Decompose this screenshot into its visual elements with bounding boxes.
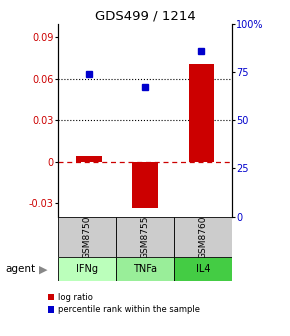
Bar bbox=[132, 162, 158, 208]
Bar bbox=[58, 217, 116, 257]
Text: IFNg: IFNg bbox=[76, 264, 98, 274]
Text: GSM8755: GSM8755 bbox=[140, 215, 150, 259]
Bar bbox=[58, 257, 116, 281]
Bar bbox=[116, 257, 174, 281]
Bar bbox=[76, 156, 102, 162]
Text: GSM8750: GSM8750 bbox=[82, 215, 92, 259]
Bar bbox=[174, 217, 232, 257]
Text: TNFa: TNFa bbox=[133, 264, 157, 274]
Legend: log ratio, percentile rank within the sample: log ratio, percentile rank within the sa… bbox=[48, 293, 200, 314]
Title: GDS499 / 1214: GDS499 / 1214 bbox=[95, 9, 195, 23]
Text: agent: agent bbox=[6, 264, 36, 275]
Bar bbox=[174, 257, 232, 281]
Text: GSM8760: GSM8760 bbox=[198, 215, 208, 259]
Text: ▶: ▶ bbox=[39, 264, 48, 275]
Bar bbox=[116, 217, 174, 257]
Text: IL4: IL4 bbox=[196, 264, 210, 274]
Bar bbox=[188, 64, 214, 162]
